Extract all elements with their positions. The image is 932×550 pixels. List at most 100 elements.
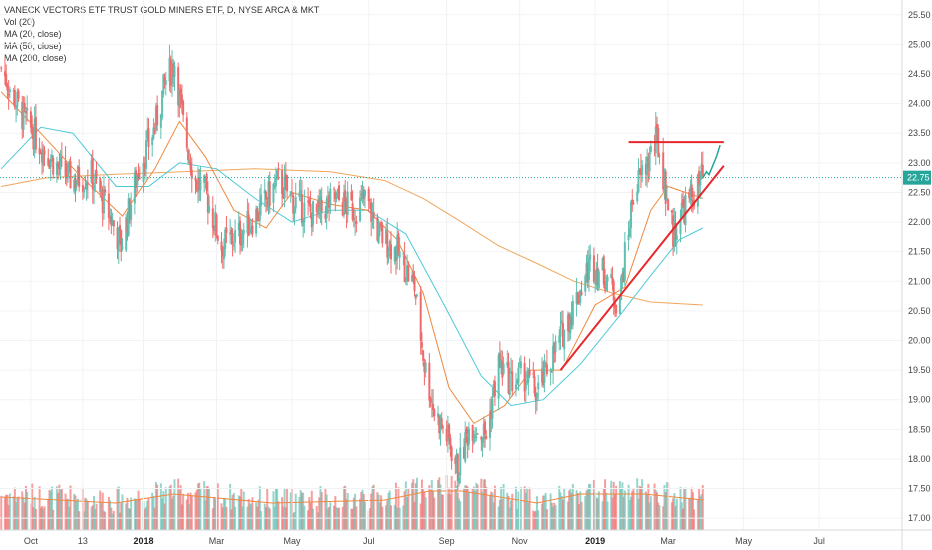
volume-bar (137, 490, 140, 530)
volume-bar (411, 482, 414, 530)
volume-bar (585, 490, 588, 530)
candle-body (587, 258, 590, 280)
volume-bar (675, 498, 678, 530)
volume-bar (126, 497, 129, 530)
volume-bar (471, 489, 474, 530)
volume-bar (232, 492, 235, 530)
candle-body (664, 171, 667, 204)
candle-body (84, 188, 87, 190)
candle-body (298, 192, 301, 198)
volume-bar (554, 504, 557, 530)
candle-body (215, 214, 218, 237)
volume-bar (24, 485, 27, 530)
candle-body (307, 200, 310, 202)
candle-body (420, 342, 423, 348)
candle-body (274, 178, 277, 186)
volume-bar (73, 493, 76, 530)
candle-body (229, 232, 232, 235)
candle-body (153, 130, 156, 132)
volume-bar (673, 493, 676, 530)
volume-bar (364, 501, 367, 530)
candle-body (437, 413, 440, 418)
volume-bar (302, 492, 305, 530)
volume-bar (34, 508, 37, 530)
candle-body (510, 371, 513, 374)
volume-bar (8, 493, 11, 530)
volume-bar (121, 494, 124, 530)
candle-body (403, 255, 406, 283)
candle-body (85, 183, 88, 190)
candle-body (367, 188, 370, 202)
candle-body (612, 281, 615, 301)
candle-body (247, 214, 250, 236)
volume-bar (13, 487, 16, 530)
candle-body (3, 71, 6, 77)
volume-bar (587, 483, 590, 530)
y-tick-label: 20.00 (908, 336, 931, 346)
candle-body (589, 254, 592, 260)
candle-body (464, 432, 467, 462)
volume-bar (180, 504, 183, 530)
candle-body (699, 176, 702, 186)
volume-bar (553, 502, 556, 530)
candle-body (568, 313, 571, 333)
volume-bar (394, 482, 397, 530)
volume-bar (324, 488, 327, 530)
candle-body (449, 437, 452, 450)
volume-bar (437, 480, 440, 530)
candle-body (637, 170, 640, 193)
volume-bar (475, 482, 478, 530)
volume-bar (654, 490, 657, 530)
candle-body (38, 147, 41, 155)
candle-body (341, 202, 344, 216)
candle-body (387, 252, 390, 260)
volume-bar (146, 500, 149, 530)
candle-body (32, 135, 35, 150)
candle-body (370, 202, 373, 222)
volume-bar (345, 499, 348, 530)
volume-bar (439, 484, 442, 530)
volume-bar (397, 487, 400, 530)
volume-bar (203, 481, 206, 530)
candle-body (355, 221, 358, 225)
volume-bar (242, 491, 245, 530)
legend-ma200: MA (200, close) (4, 53, 67, 63)
volume-bar (135, 499, 138, 530)
volume-bar (700, 494, 703, 530)
candle-body (459, 447, 462, 476)
volume-bar (17, 496, 20, 530)
candle-body (117, 226, 120, 252)
candle-body (136, 175, 139, 186)
candle-body (294, 197, 297, 209)
candle-body (540, 368, 543, 383)
candle-body (389, 244, 392, 260)
candle-body (187, 150, 190, 160)
volume-bar (465, 485, 468, 530)
volume-bar (47, 499, 50, 530)
volume-bar (412, 479, 415, 530)
volume-bar (69, 485, 72, 530)
volume-bar (561, 499, 564, 530)
volume-bar (430, 480, 433, 530)
volume-bar (104, 511, 107, 530)
candle-body (211, 208, 214, 229)
volume-bar (173, 479, 176, 530)
candle-layer (0, 44, 704, 491)
volume-bar (190, 495, 193, 530)
volume-bar (258, 486, 261, 530)
candle-body (230, 229, 233, 234)
volume-bar (663, 485, 666, 530)
volume-bar (689, 497, 692, 530)
candle-body (397, 233, 400, 255)
candle-body (500, 359, 503, 369)
volume-bar (239, 496, 242, 530)
volume-bar (208, 488, 211, 530)
candle-body (372, 211, 375, 219)
candle-body (335, 192, 338, 199)
candle-body (524, 384, 527, 390)
volume-bar (601, 501, 604, 530)
volume-bar (274, 487, 277, 530)
volume-bar (237, 495, 240, 530)
volume-bar (627, 484, 630, 530)
